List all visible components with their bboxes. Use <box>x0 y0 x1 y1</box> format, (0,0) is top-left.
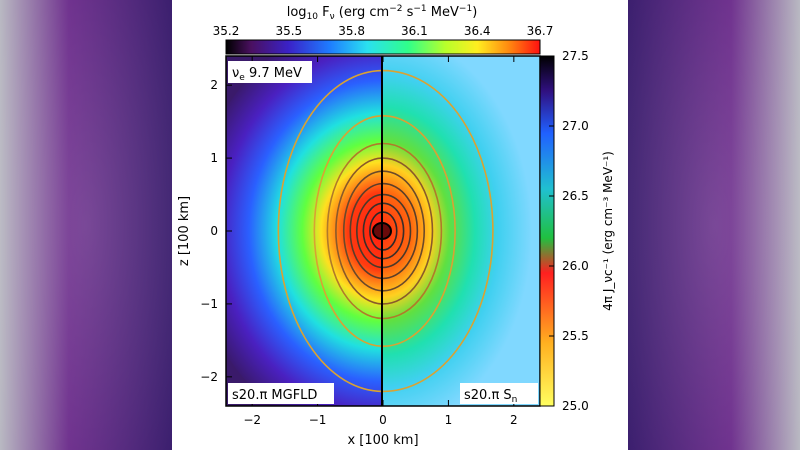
left-panel-label: s20.π MGFLD <box>232 388 317 403</box>
top-colorbar-tick-label: 36.1 <box>401 24 428 38</box>
y-tick-label: −2 <box>200 370 218 384</box>
right-colorbar-tick-label: 27.0 <box>562 119 589 133</box>
top-colorbar <box>225 39 541 55</box>
contour-lines <box>277 69 382 393</box>
top-colorbar-title-part: ) <box>472 5 477 20</box>
top-colorbar-title-part: ν <box>330 12 335 22</box>
top-colorbar-ticks: 35.2 35.5 35.8 36.1 36.4 36.7 <box>213 24 554 38</box>
top-colorbar-title-part: 10 <box>307 12 319 22</box>
top-colorbar-tick-label: 35.5 <box>275 24 302 38</box>
contour-line <box>313 115 382 347</box>
right-colorbar-title: 4π J_νc⁻¹ (erg cm⁻³ MeV⁻¹) <box>601 151 615 311</box>
figure-panel: log10 Fν (erg cm−2 s−1 MeV−1) 35.2 35.5 35… <box>172 0 628 450</box>
right-panel-label: s20.π Sn <box>464 388 517 405</box>
left-heatmap <box>226 56 382 406</box>
top-colorbar-tick-label: 35.8 <box>338 24 365 38</box>
top-colorbar-tick-label: 36.7 <box>527 24 554 38</box>
right-colorbar-tick-label: 25.5 <box>562 329 589 343</box>
x-axis-label: x [100 km] <box>347 433 418 448</box>
y-tick-label: −1 <box>200 297 218 311</box>
contour-line <box>349 182 382 280</box>
x-tick-label: 0 <box>379 413 387 427</box>
blurred-background-left <box>0 0 172 450</box>
top-colorbar-title-part: F <box>318 5 330 20</box>
right-colorbar-tick-label: 25.0 <box>562 399 589 413</box>
y-tick-label: 1 <box>210 151 218 165</box>
top-colorbar-title-part: MeV <box>427 5 459 20</box>
contour-line <box>342 170 382 292</box>
top-colorbar-title-part: −1 <box>413 4 426 14</box>
top-colorbar-title-part: (erg cm <box>335 5 390 20</box>
x-tick-label: 1 <box>445 413 453 427</box>
x-axis-ticks: −2 −1 0 1 2 <box>243 56 518 427</box>
contour-line <box>356 193 382 269</box>
top-colorbar-title-part: −1 <box>459 4 472 14</box>
contour-line <box>369 211 382 251</box>
top-colorbar-title-part: −2 <box>389 4 402 14</box>
y-axis-ticks: 2 1 0 −1 −2 <box>200 78 232 384</box>
y-axis-label: z [100 km] <box>177 196 192 266</box>
top-colorbar-title-part: s <box>402 5 413 20</box>
species-label-box <box>228 61 312 83</box>
right-colorbar-tick-label: 26.0 <box>562 259 589 273</box>
x-tick-label: 2 <box>510 413 518 427</box>
y-tick-label: 2 <box>210 78 218 92</box>
left-panel-label-box <box>228 383 334 404</box>
species-energy-label: νe 9.7 MeV <box>232 66 302 83</box>
contour-line <box>326 142 382 320</box>
right-colorbar <box>539 55 555 407</box>
blurred-background-right <box>628 0 800 450</box>
right-colorbar-ticks: 25.0 25.5 26.0 26.5 27.0 27.5 <box>549 49 589 413</box>
top-colorbar-title: log10 Fν (erg cm−2 s−1 MeV−1) <box>287 4 478 22</box>
right-heatmap <box>382 56 540 406</box>
top-colorbar-tick-label: 35.2 <box>213 24 240 38</box>
top-colorbar-tick-label: 36.4 <box>464 24 491 38</box>
x-tick-label: −1 <box>309 413 327 427</box>
x-tick-label: −2 <box>243 413 261 427</box>
y-tick-label: 0 <box>210 224 218 238</box>
contour-line <box>335 157 382 305</box>
contour-line <box>277 69 382 393</box>
right-colorbar-tick-label: 26.5 <box>562 189 589 203</box>
heatmap-figure: log10 Fν (erg cm−2 s−1 MeV−1) 35.2 35.5 35… <box>177 4 615 448</box>
top-colorbar-title-part: log <box>287 5 307 20</box>
contour-line <box>362 202 382 260</box>
right-panel-label-box <box>460 383 538 404</box>
right-colorbar-tick-label: 27.5 <box>562 49 589 63</box>
